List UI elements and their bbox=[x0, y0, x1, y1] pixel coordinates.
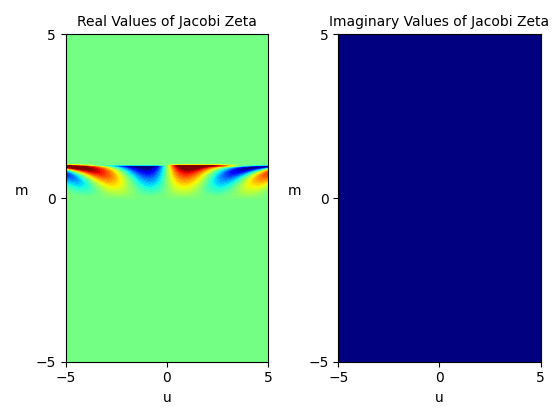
Title: Real Values of Jacobi Zeta: Real Values of Jacobi Zeta bbox=[77, 15, 257, 29]
Title: Imaginary Values of Jacobi Zeta: Imaginary Values of Jacobi Zeta bbox=[329, 15, 549, 29]
X-axis label: u: u bbox=[162, 391, 171, 405]
X-axis label: u: u bbox=[435, 391, 444, 405]
Y-axis label: m: m bbox=[287, 184, 301, 198]
Y-axis label: m: m bbox=[15, 184, 29, 198]
